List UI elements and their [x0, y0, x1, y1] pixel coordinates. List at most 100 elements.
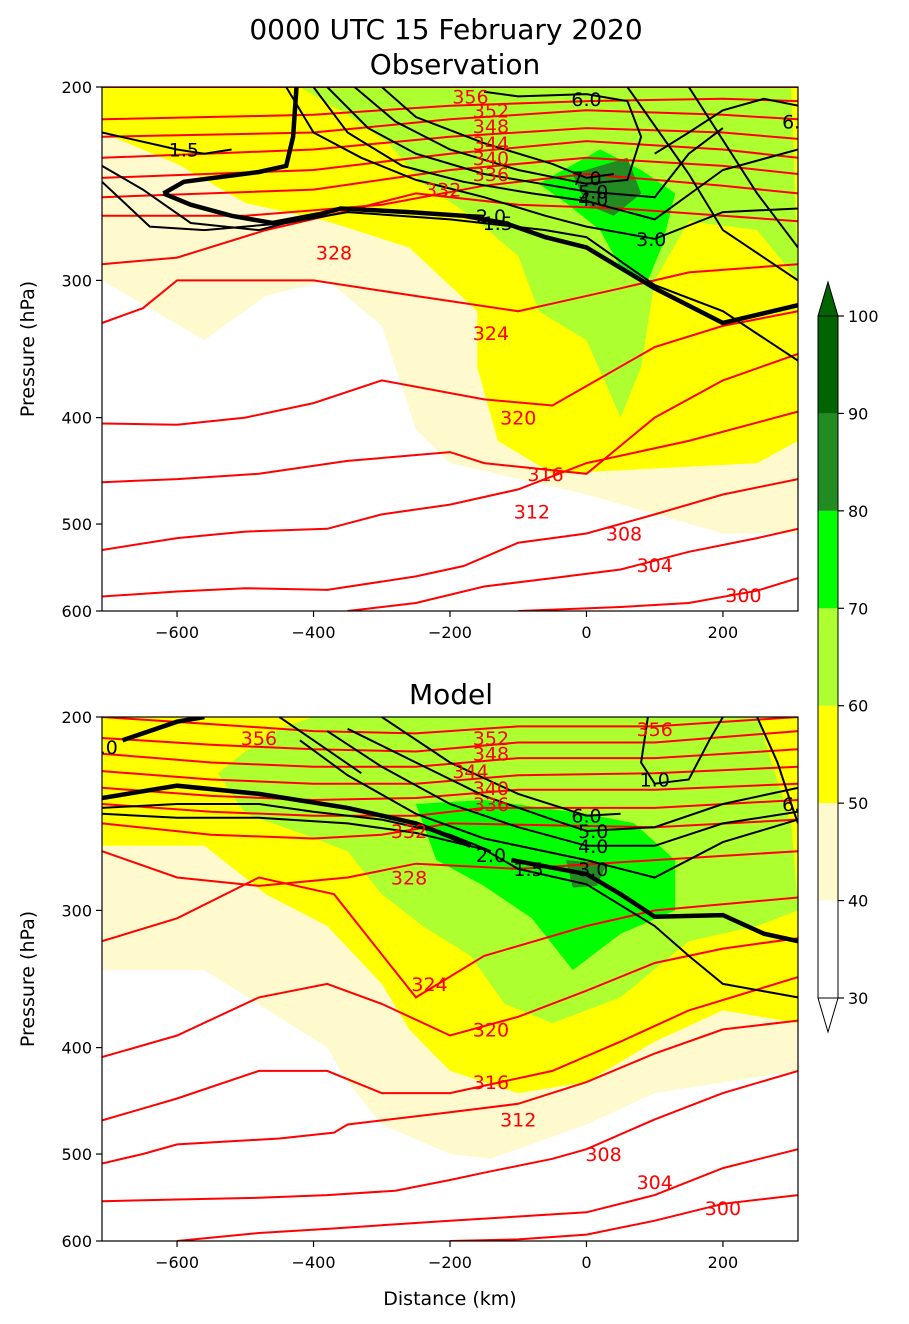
- colorbar-segment-30: [818, 900, 838, 998]
- theta-contour-label: 344: [473, 133, 509, 155]
- theta-contour-308: [102, 478, 798, 598]
- theta-contour-label: 328: [391, 867, 427, 889]
- y-tick-label: 200: [61, 708, 92, 727]
- pv-contour-label: 3.0: [578, 859, 608, 881]
- pv-contour-label: .0: [100, 737, 118, 759]
- theta-contour-304: [347, 527, 798, 611]
- pv-contour-label: 6.0: [571, 89, 601, 111]
- colorbar-tick-label: 50: [848, 794, 868, 813]
- x-tick-label: −600: [155, 623, 199, 642]
- colorbar-segment-80: [818, 413, 838, 511]
- theta-contour-label: 320: [500, 408, 536, 430]
- y-tick-label: 300: [61, 271, 92, 290]
- theta-contour-344: [102, 127, 798, 159]
- colorbar-tick-label: 80: [848, 502, 868, 521]
- pv-contour-1.5: [102, 181, 798, 362]
- pv-contour-line-1: [162, 87, 299, 196]
- theta-contour-label: 356: [452, 86, 488, 108]
- theta-contour-label: 340: [473, 148, 509, 170]
- pv-contour-line-12: [626, 87, 798, 282]
- x-tick-label: 0: [581, 623, 591, 642]
- filled-region-70: [415, 800, 676, 971]
- pv-contour-2.0: [102, 803, 492, 853]
- theta-contour-label: 308: [606, 523, 642, 545]
- colorbar-segment-40: [818, 803, 838, 901]
- theta-contour-340: [102, 782, 798, 802]
- pv-contour-4.0: [326, 730, 798, 847]
- theta-contour-320: [102, 310, 798, 426]
- pv-contour-3.0: [299, 739, 798, 879]
- colorbar-tick-label: 70: [848, 599, 868, 618]
- theta-contour-316: [102, 352, 798, 484]
- pv-contour-label: 1.0: [640, 769, 670, 791]
- pv-contour-2.0: [102, 165, 485, 232]
- colorbar-segment-90: [818, 316, 838, 414]
- theta-contour-300: [518, 577, 798, 611]
- theta-contour-label: 348: [473, 744, 509, 766]
- pv-contour-6.: [756, 717, 798, 824]
- pv-contour-1.5: [510, 857, 798, 944]
- colorbar-extend-max: [817, 280, 839, 317]
- theta-contour-352: [102, 730, 798, 753]
- theta-contour-label: 304: [637, 1172, 673, 1194]
- pv-contour-label: 6.: [782, 111, 800, 133]
- pv-contour-label: 5.0: [578, 821, 608, 843]
- pv-contour-1.5: [102, 131, 232, 155]
- pv-contour-6.: [654, 97, 798, 155]
- theta-contour-308: [102, 1069, 798, 1203]
- y-axis-label: Pressure (hPa): [17, 911, 39, 1047]
- theta-contour-label: 344: [452, 761, 488, 783]
- pv-contour-label: 1.5: [513, 859, 543, 881]
- pv-contour-5.0: [347, 727, 798, 833]
- filled-region-60: [299, 87, 798, 418]
- pv-contour-label: 7.0: [571, 168, 601, 190]
- x-tick-label: 200: [708, 623, 739, 642]
- x-tick-label: −400: [292, 1253, 336, 1272]
- theta-contour-label: 348: [473, 116, 509, 138]
- pv-contour-line-11: [687, 87, 798, 249]
- theta-contour-300: [449, 1194, 798, 1241]
- y-tick-label: 400: [61, 409, 92, 428]
- theta-contour-328: [102, 192, 798, 266]
- pv-contour-label: 1.5: [169, 139, 199, 161]
- theta-contour-348: [102, 748, 798, 768]
- pv-contour-label: 4.0: [578, 189, 608, 211]
- theta-contour-324: [102, 263, 798, 324]
- theta-contour-label: 332: [391, 821, 427, 843]
- pv-contour-label: 3.0: [636, 229, 666, 251]
- x-tick-label: −200: [428, 623, 472, 642]
- y-tick-label: 600: [61, 1232, 92, 1251]
- theta-contour-label: 300: [705, 1198, 741, 1220]
- theta-contour-352: [102, 97, 798, 121]
- y-tick-label: 200: [61, 78, 92, 97]
- colorbar-tick-label: 40: [848, 892, 868, 911]
- pv-contour-label: 2.0: [476, 206, 506, 228]
- pv-contour-line-11: [278, 717, 362, 775]
- theta-contour-label: 328: [316, 243, 352, 265]
- theta-contour-label: 336: [473, 164, 509, 186]
- theta-contour-label: 324: [411, 974, 447, 996]
- pv-contour-.0: [121, 717, 205, 743]
- colorbar: 30 40 50 60 70 80 90 100: [817, 280, 879, 1034]
- y-tick-label: 400: [61, 1039, 92, 1058]
- x-tick-label: −600: [155, 1253, 199, 1272]
- pv-contour-7.0: [381, 87, 614, 179]
- theta-contour-label: 340: [473, 778, 509, 800]
- pv-contour-3.0: [285, 87, 798, 240]
- pv-contour-1.0: [640, 717, 724, 785]
- theta-contour-304: [177, 1148, 798, 1241]
- colorbar-tick-label: 60: [848, 697, 868, 716]
- theta-contour-label: 316: [473, 1072, 509, 1094]
- model-panel-title: Model: [409, 678, 493, 711]
- pv-contour-label: 5.0: [578, 182, 608, 204]
- filled-region-70: [538, 149, 676, 281]
- colorbar-extend-min: [817, 997, 839, 1034]
- theta-contour-label: 308: [585, 1144, 621, 1166]
- theta-contour-label: 352: [473, 100, 509, 122]
- theta-contour-label: 320: [473, 1019, 509, 1041]
- theta-contour-label: 356: [637, 719, 673, 741]
- theta-contour-328: [102, 850, 798, 887]
- theta-contour-356: [102, 717, 798, 735]
